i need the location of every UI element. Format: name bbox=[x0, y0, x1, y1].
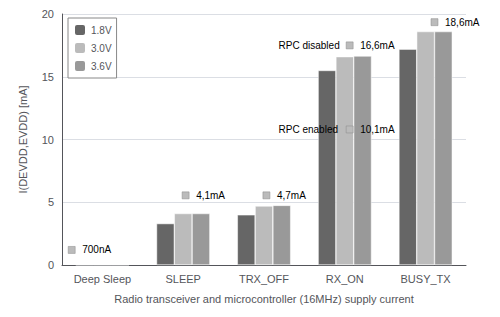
svg-text:3.0V: 3.0V bbox=[91, 43, 112, 54]
svg-text:1.8V: 1.8V bbox=[91, 25, 112, 36]
svg-text:20: 20 bbox=[42, 8, 54, 20]
svg-text:BUSY_TX: BUSY_TX bbox=[401, 273, 452, 285]
svg-text:I(DEVDD,EVDD) [mA]: I(DEVDD,EVDD) [mA] bbox=[17, 85, 29, 193]
svg-text:10: 10 bbox=[42, 134, 54, 146]
svg-text:700nA: 700nA bbox=[82, 244, 111, 255]
svg-text:15: 15 bbox=[42, 71, 54, 83]
svg-text:TRX_OFF: TRX_OFF bbox=[239, 273, 289, 285]
svg-text:18,6mA: 18,6mA bbox=[445, 17, 480, 28]
svg-text:Radio transceiver and microcon: Radio transceiver and microcontroller (1… bbox=[114, 293, 414, 305]
svg-text:4,1mA: 4,1mA bbox=[196, 190, 225, 201]
svg-text:3.6V: 3.6V bbox=[91, 61, 112, 72]
svg-text:4,7mA: 4,7mA bbox=[277, 190, 306, 201]
svg-text:0: 0 bbox=[48, 259, 54, 271]
svg-text:10,1mA: 10,1mA bbox=[360, 124, 395, 135]
svg-text:RPC enabled: RPC enabled bbox=[279, 124, 338, 135]
svg-text:Deep Sleep: Deep Sleep bbox=[74, 273, 131, 285]
svg-text:RX_ON: RX_ON bbox=[326, 273, 364, 285]
svg-text:16,6mA: 16,6mA bbox=[360, 40, 395, 51]
svg-text:5: 5 bbox=[48, 196, 54, 208]
svg-text:SLEEP: SLEEP bbox=[165, 273, 200, 285]
svg-text:RPC disabled: RPC disabled bbox=[279, 40, 340, 51]
